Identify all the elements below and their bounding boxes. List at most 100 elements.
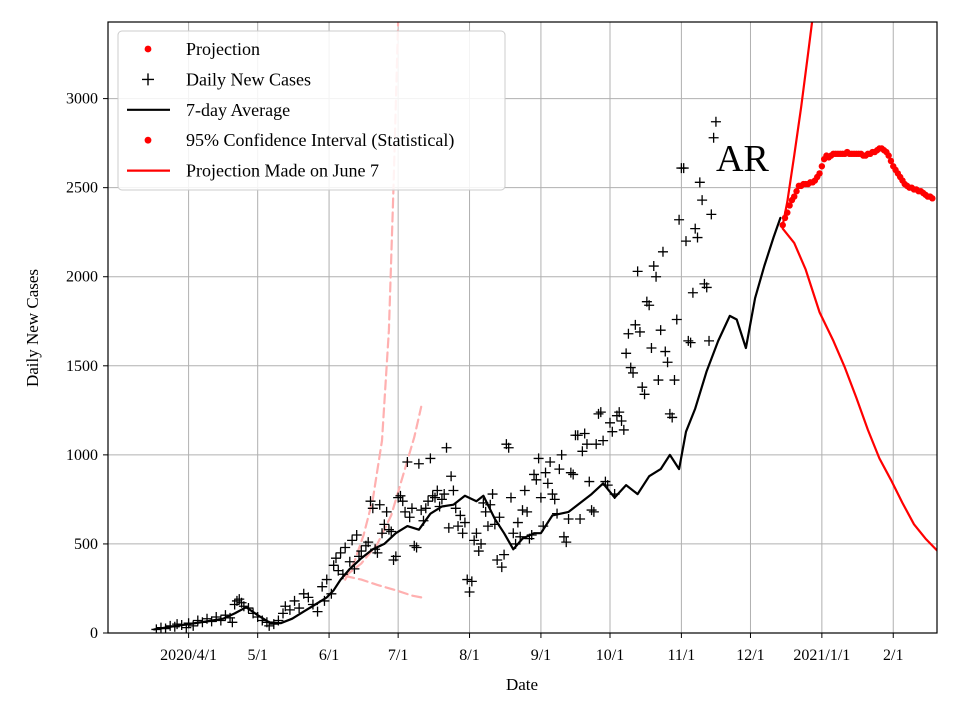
- daily-case-marker-87: [429, 492, 440, 503]
- daily-case-marker-70: [390, 551, 401, 562]
- daily-case-marker-183: [651, 271, 662, 282]
- daily-case-marker-200: [690, 223, 701, 234]
- daily-case-marker-109: [480, 506, 491, 517]
- daily-case-marker-79: [411, 542, 422, 553]
- legend-label-0: Projection: [186, 39, 260, 59]
- daily-case-marker-58: [363, 537, 374, 548]
- daily-case-marker-182: [648, 261, 659, 272]
- daily-case-marker-153: [581, 439, 592, 450]
- daily-case-marker-50: [340, 542, 351, 553]
- projection-dot-47: [887, 157, 895, 165]
- daily-case-marker-142: [556, 449, 567, 460]
- x-tick-label-8: 12/1: [736, 647, 764, 664]
- daily-case-marker-136: [542, 478, 553, 489]
- legend-swatch-plus-1: [142, 73, 154, 86]
- daily-case-marker-177: [637, 382, 648, 393]
- legend-swatch-dot-0: [144, 45, 152, 53]
- projection-dot-0: [779, 221, 786, 229]
- daily-case-marker-64: [377, 528, 388, 539]
- daily-case-marker-206: [704, 335, 715, 346]
- x-tick-label-10: 2/1: [883, 647, 903, 664]
- daily-case-marker-146: [565, 467, 576, 478]
- x-tick-label-2: 6/1: [319, 647, 339, 664]
- daily-case-marker-80: [413, 458, 424, 469]
- daily-case-marker-72: [395, 490, 406, 501]
- daily-case-marker-147: [568, 469, 579, 480]
- daily-case-marker-100: [459, 517, 470, 528]
- legend-swatch-dot-3: [144, 136, 152, 144]
- daily-case-marker-46: [330, 553, 341, 564]
- daily-case-marker-176: [634, 326, 645, 337]
- daily-case-marker-138: [547, 489, 558, 500]
- legend: Projection Daily New Cases 7-day Average 95…: [117, 30, 506, 191]
- y-tick-label-3: 1500: [66, 358, 98, 375]
- daily-case-marker-102: [464, 587, 475, 598]
- daily-case-marker-175: [632, 266, 643, 277]
- x-tick-label-4: 8/1: [459, 647, 479, 664]
- daily-case-marker-75: [402, 456, 413, 467]
- daily-case-marker-163: [605, 417, 616, 428]
- daily-case-marker-98: [455, 510, 466, 521]
- daily-case-marker-36: [294, 603, 305, 614]
- daily-case-marker-83: [420, 503, 431, 514]
- daily-case-marker-91: [439, 489, 450, 500]
- daily-case-marker-114: [492, 554, 503, 565]
- daily-case-marker-192: [671, 314, 682, 325]
- daily-case-marker-181: [646, 342, 657, 353]
- daily-case-marker-137: [545, 456, 556, 467]
- daily-case-marker-133: [535, 492, 546, 503]
- daily-case-marker-76: [404, 512, 415, 523]
- daily-case-marker-145: [563, 513, 574, 524]
- daily-case-marker-159: [595, 407, 606, 418]
- x-axis-ticks: 2020/4/1 5/1 6/1 7/1 8/1 9/1 10/1 11/1 12/1 2021/…: [160, 633, 903, 664]
- projection-dots: [779, 145, 936, 229]
- legend-label-4: Projection Made on June 7: [186, 161, 379, 181]
- daily-case-marker-173: [628, 367, 639, 378]
- daily-case-marker-54: [351, 530, 362, 541]
- daily-case-marker-52: [347, 535, 358, 546]
- daily-case-marker-196: [680, 236, 691, 247]
- daily-case-marker-155: [586, 505, 597, 516]
- daily-case-marker-56: [356, 546, 367, 557]
- daily-case-marker-205: [701, 282, 712, 293]
- daily-case-marker-207: [706, 209, 717, 220]
- x-tick-label-6: 10/1: [596, 647, 624, 664]
- projection-dot-1: [781, 214, 789, 222]
- daily-case-marker-160: [598, 435, 609, 446]
- daily-case-marker-131: [531, 474, 542, 485]
- daily-case-marker-172: [625, 362, 636, 373]
- projection-dot-65: [929, 195, 936, 202]
- daily-case-marker-32: [278, 608, 289, 619]
- daily-case-marker-95: [448, 485, 459, 496]
- daily-case-marker-117: [499, 549, 510, 560]
- x-tick-label-0: 2020/4/1: [160, 647, 217, 664]
- daily-case-marker-191: [669, 375, 680, 386]
- daily-case-marker-184: [653, 375, 664, 386]
- daily-case-marker-68: [386, 526, 397, 537]
- daily-case-marker-40: [312, 606, 323, 617]
- daily-case-marker-115: [494, 512, 505, 523]
- daily-case-marker-167: [614, 407, 625, 418]
- projection-dot-2: [784, 209, 791, 216]
- daily-case-marker-10: [192, 615, 203, 626]
- daily-case-marker-48: [335, 547, 346, 558]
- daily-case-marker-180: [644, 300, 655, 311]
- daily-case-marker-152: [579, 428, 590, 439]
- x-tick-label-7: 11/1: [667, 647, 695, 664]
- daily-case-marker-65: [379, 519, 390, 530]
- daily-case-marker-139: [549, 494, 560, 505]
- daily-case-marker-94: [446, 471, 457, 482]
- legend-box: [117, 30, 506, 191]
- daily-case-marker-73: [397, 496, 408, 507]
- daily-case-marker-190: [667, 412, 678, 423]
- x-tick-label-9: 2021/1/1: [793, 647, 850, 664]
- daily-case-marker-144: [561, 537, 572, 548]
- y-tick-label-2: 1000: [66, 447, 98, 464]
- projection-june7-lines: [781, 22, 937, 553]
- legend-items: Projection Daily New Cases 7-day Average 95…: [127, 39, 454, 181]
- x-axis-label: Date: [506, 675, 538, 694]
- daily-case-marker-45: [328, 560, 339, 571]
- daily-case-marker-99: [457, 528, 468, 539]
- daily-case-marker-121: [508, 528, 519, 539]
